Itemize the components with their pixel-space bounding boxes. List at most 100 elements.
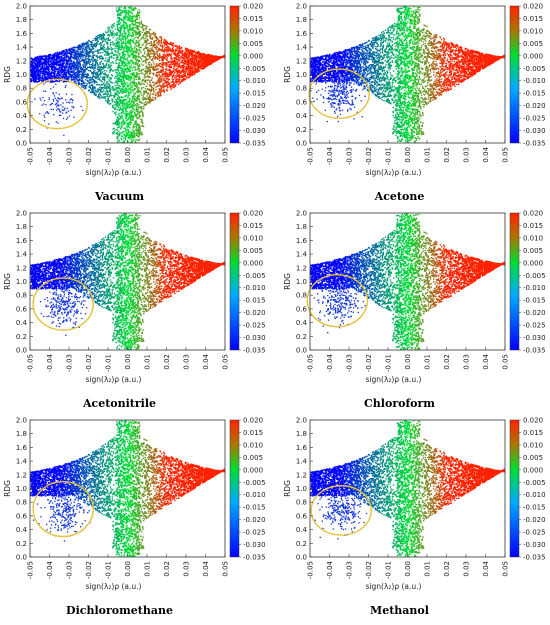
scatter-point	[39, 77, 41, 79]
scatter-point	[76, 53, 78, 55]
scatter-point	[114, 108, 116, 110]
scatter-point	[107, 39, 109, 42]
scatter-point	[174, 54, 177, 56]
scatter-point	[157, 58, 159, 60]
scatter-point	[206, 65, 208, 67]
scatter-point	[214, 58, 216, 60]
scatter-point	[51, 76, 53, 78]
scatter-point	[155, 47, 157, 49]
scatter-point	[168, 53, 170, 55]
scatter-point	[80, 46, 83, 49]
scatter-point	[69, 73, 71, 75]
scatter-point	[169, 41, 172, 44]
scatter-point	[151, 77, 153, 79]
scatter-point	[53, 63, 56, 66]
scatter-point	[99, 71, 102, 74]
scatter-point	[142, 25, 144, 28]
scatter-point	[96, 39, 98, 41]
scatter-point	[122, 61, 125, 64]
scatter-point	[110, 49, 112, 51]
scatter-point	[161, 38, 163, 40]
scatter-point	[81, 70, 83, 72]
scatter-point	[178, 71, 180, 73]
scatter-point	[141, 31, 144, 34]
scatter-point	[107, 27, 110, 29]
scatter-point	[158, 79, 160, 82]
scatter-point	[77, 65, 79, 68]
scatter-point	[130, 45, 132, 47]
scatter-point	[128, 88, 131, 91]
scatter-point	[98, 49, 100, 52]
scatter-point	[64, 67, 67, 69]
scatter-point	[154, 33, 157, 35]
scatter-point	[136, 97, 138, 99]
scatter-point	[124, 138, 127, 140]
scatter-point	[102, 83, 104, 85]
scatter-point	[75, 66, 77, 68]
scatter-point	[99, 93, 101, 96]
scatter-point	[36, 66, 38, 68]
scatter-point	[134, 78, 136, 80]
scatter-point	[65, 74, 68, 77]
scatter-point	[172, 46, 174, 48]
scatter-point	[143, 60, 145, 62]
scatter-point	[120, 90, 122, 92]
scatter-point	[196, 68, 198, 71]
scatter-point	[48, 55, 51, 57]
scatter-point	[107, 31, 110, 33]
scatter-point	[203, 62, 205, 65]
scatter-point	[150, 59, 152, 61]
scatter-point	[34, 74, 37, 76]
scatter-point	[105, 64, 107, 66]
scatter-point	[52, 81, 54, 83]
scatter-point	[101, 63, 104, 65]
scatter-point	[160, 36, 162, 38]
scatter-point	[143, 91, 145, 93]
scatter-point	[91, 76, 93, 79]
scatter-point	[167, 72, 169, 74]
scatter-point	[143, 74, 145, 77]
scatter-point	[186, 77, 188, 79]
scatter-point	[205, 58, 208, 60]
scatter-point	[191, 73, 193, 75]
scatter-point	[42, 78, 44, 81]
scatter-point	[55, 77, 57, 79]
scatter-point	[208, 56, 210, 59]
scatter-point	[114, 129, 116, 132]
scatter-point	[42, 72, 44, 74]
scatter-point	[140, 107, 142, 110]
scatter-point	[63, 81, 65, 83]
scatter-point	[104, 76, 106, 78]
scatter-point	[110, 34, 113, 37]
scatter-point	[111, 94, 113, 96]
scatter-point	[107, 74, 109, 76]
scatter-point	[127, 94, 130, 96]
scatter-point	[68, 63, 70, 65]
scatter-point	[38, 60, 40, 62]
scatter-point	[57, 54, 59, 56]
scatter-point	[139, 91, 141, 93]
scatter-point	[115, 81, 117, 83]
scatter-point	[80, 73, 82, 75]
scatter-point	[62, 77, 64, 79]
scatter-point	[34, 70, 36, 72]
scatter-point	[179, 82, 181, 84]
scatter-point	[151, 67, 154, 69]
scatter-point	[36, 81, 38, 83]
scatter-point	[72, 64, 74, 66]
scatter-point	[94, 65, 96, 67]
scatter-point	[99, 97, 101, 100]
scatter-point	[56, 60, 58, 62]
scatter-point	[165, 51, 168, 53]
scatter-point	[156, 50, 159, 53]
scatter-point	[160, 40, 162, 42]
scatter-point	[39, 78, 41, 80]
scatter-point	[195, 71, 197, 73]
scatter-point	[82, 73, 84, 75]
scatter-point	[153, 34, 155, 36]
scatter-point	[113, 54, 115, 56]
scatter-point	[38, 57, 40, 59]
scatter-point	[66, 48, 68, 51]
scatter-point	[118, 70, 120, 72]
scatter-point	[162, 50, 164, 53]
